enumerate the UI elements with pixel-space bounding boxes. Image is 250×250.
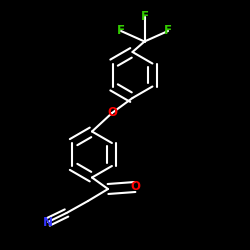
Text: N: N (43, 216, 53, 228)
Text: O: O (130, 180, 140, 194)
Text: F: F (117, 24, 125, 38)
Text: F: F (164, 24, 172, 38)
Text: O: O (107, 106, 117, 120)
Text: F: F (140, 10, 148, 24)
